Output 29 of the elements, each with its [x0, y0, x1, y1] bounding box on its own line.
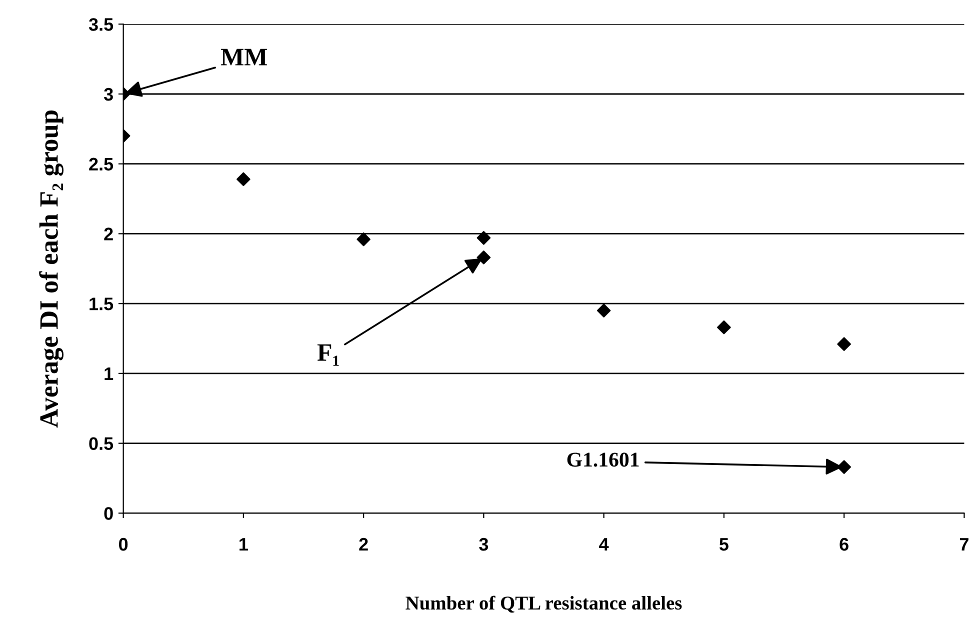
y-tick-label: 3: [104, 88, 113, 101]
annotation: G1.1601: [567, 452, 639, 467]
y-tick-label: 2: [104, 228, 113, 240]
point: [476, 231, 491, 245]
annotation: MM: [220, 48, 268, 66]
point: [717, 320, 731, 334]
point: [356, 232, 370, 246]
annotation: F₁: [317, 344, 339, 366]
y-tick-label: 2.5: [89, 158, 114, 171]
x-tick-label: 7: [960, 538, 968, 551]
x-tick-label: 6: [840, 538, 848, 551]
point: [596, 304, 611, 318]
x-tick-label: 4: [599, 538, 609, 551]
y-tick-label: 1: [104, 368, 114, 380]
y-tick-label: 0: [104, 507, 113, 520]
x-tick-label: 3: [479, 538, 488, 551]
point: [476, 250, 491, 264]
y-tick-label: 0.5: [89, 437, 114, 450]
y-axis-title: Average DI of each F₂ group: [39, 110, 64, 428]
y-tick-label: 3.5: [88, 18, 114, 31]
x-tick-label: 5: [719, 538, 728, 551]
point: [236, 172, 250, 186]
x-tick-label: 2: [359, 538, 368, 551]
y-tick-label: 1.5: [90, 298, 114, 310]
x-tick-label: 0: [119, 538, 128, 551]
x-tick-label: 1: [240, 538, 248, 551]
point: [837, 337, 851, 351]
point: [837, 460, 851, 474]
x-axis-title: Number of QTL resistance alleles: [406, 596, 682, 613]
